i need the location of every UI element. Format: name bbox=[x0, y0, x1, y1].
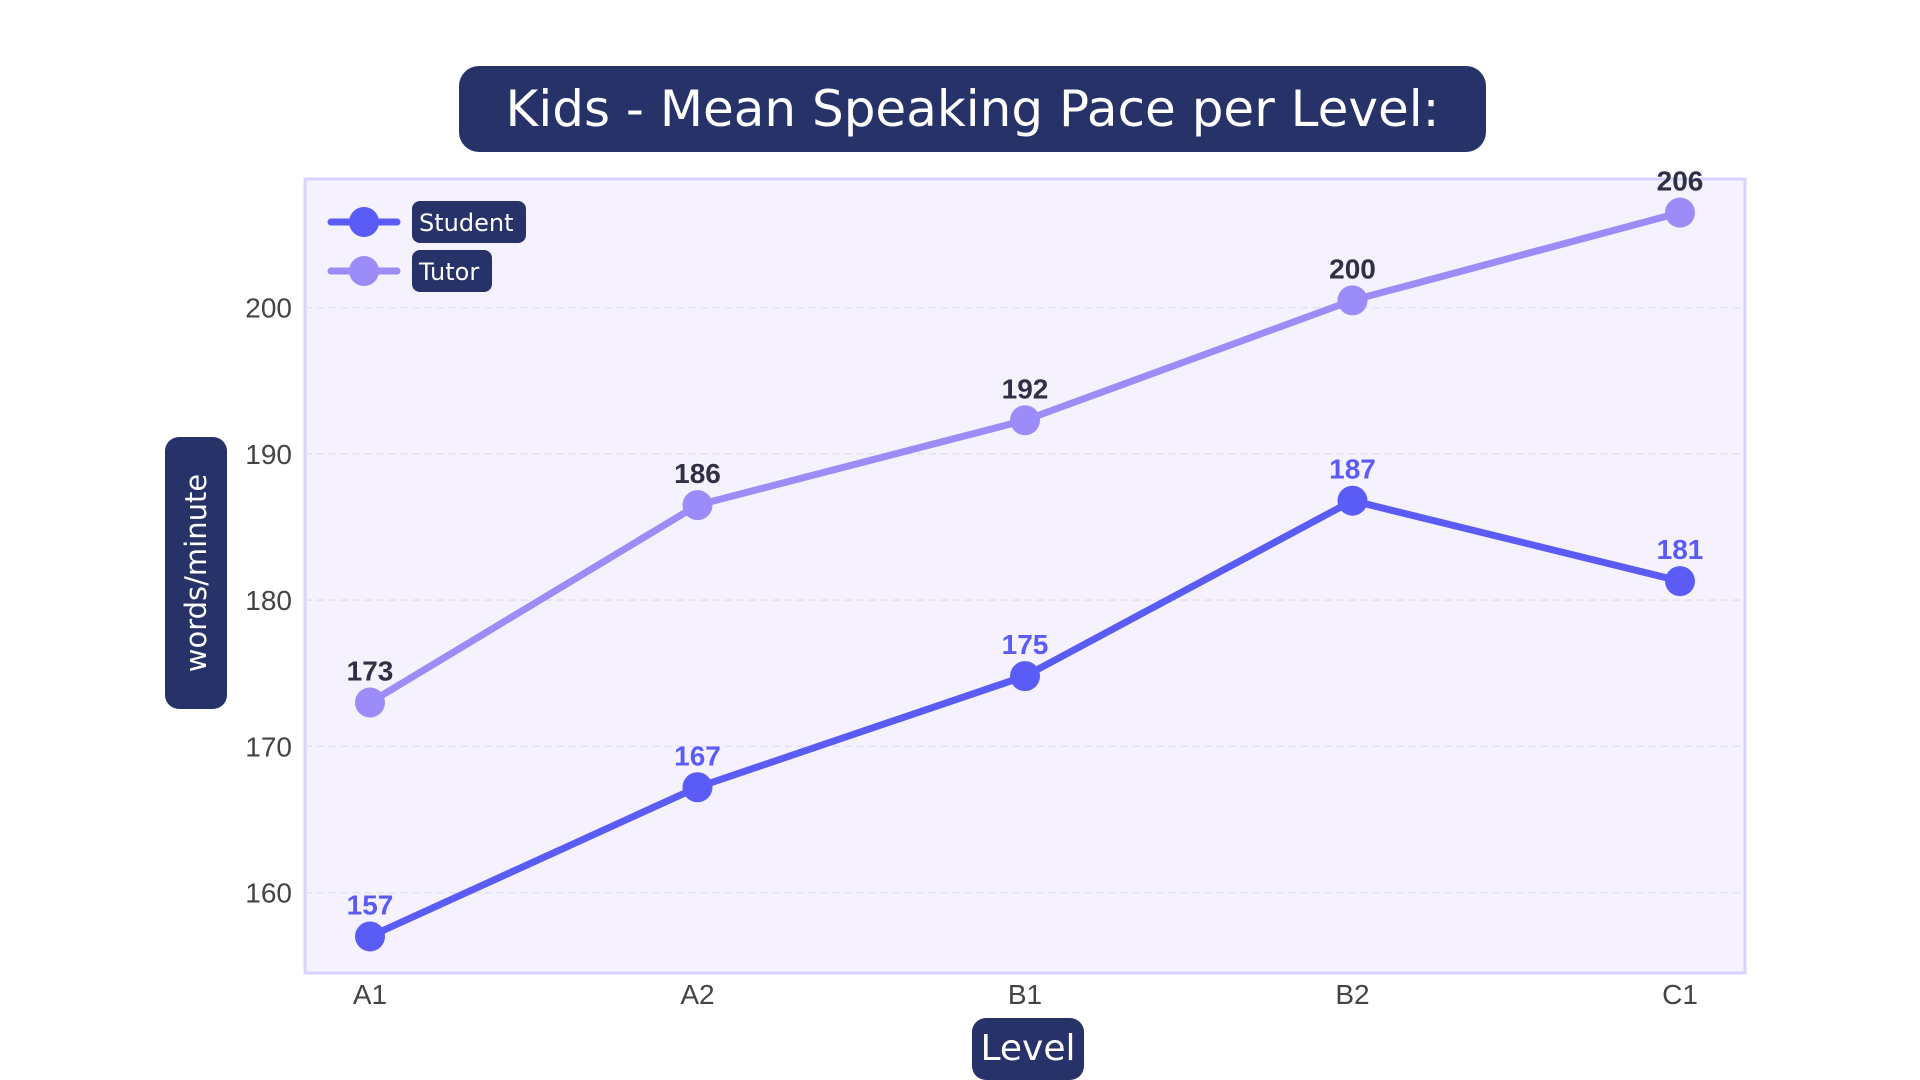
chart-title: Kids - Mean Speaking Pace per Level: bbox=[459, 66, 1486, 152]
legend-label-student: Student bbox=[419, 209, 513, 237]
data-point-student bbox=[682, 772, 713, 803]
legend-marker-tutor bbox=[349, 256, 379, 286]
data-label-student: 187 bbox=[1329, 454, 1376, 485]
data-label-tutor: 200 bbox=[1329, 253, 1376, 284]
data-label-tutor: 173 bbox=[347, 655, 394, 686]
y-tick-label: 170 bbox=[245, 731, 292, 762]
y-axis-label: words/minute bbox=[165, 437, 227, 709]
x-tick-label: B1 bbox=[1008, 979, 1042, 1010]
data-point-tutor bbox=[682, 490, 713, 521]
legend-marker-student bbox=[349, 207, 379, 237]
legend-pill-student bbox=[412, 201, 526, 243]
data-point-student bbox=[1665, 566, 1695, 597]
plot-area bbox=[303, 177, 1747, 975]
y-tick-label: 190 bbox=[245, 439, 292, 470]
data-label-tutor: 186 bbox=[674, 458, 721, 489]
y-axis-label-text: words/minute bbox=[179, 473, 213, 673]
data-point-student bbox=[355, 921, 385, 952]
data-point-tutor bbox=[355, 687, 385, 718]
data-label-student: 181 bbox=[1657, 534, 1704, 565]
x-tick-label: C1 bbox=[1662, 979, 1698, 1010]
x-tick-label: B2 bbox=[1335, 979, 1369, 1010]
x-tick-label: A1 bbox=[353, 979, 387, 1010]
legend-label-tutor: Tutor bbox=[418, 258, 479, 286]
data-point-tutor bbox=[1337, 285, 1368, 316]
data-label-tutor: 206 bbox=[1657, 166, 1704, 197]
legend-pill-tutor bbox=[412, 250, 492, 292]
data-label-student: 167 bbox=[674, 740, 721, 771]
data-point-tutor bbox=[1665, 197, 1695, 228]
data-point-student bbox=[1010, 661, 1040, 692]
data-point-student bbox=[1337, 485, 1368, 516]
data-label-student: 157 bbox=[347, 889, 394, 920]
x-tick-label: A2 bbox=[680, 979, 714, 1010]
y-tick-label: 180 bbox=[245, 585, 292, 616]
y-tick-label: 200 bbox=[245, 293, 292, 324]
x-axis-label: Level bbox=[972, 1018, 1084, 1080]
data-label-student: 175 bbox=[1002, 629, 1049, 660]
y-tick-label: 160 bbox=[245, 878, 292, 909]
data-point-tutor bbox=[1010, 405, 1040, 436]
data-label-tutor: 192 bbox=[1002, 373, 1049, 404]
